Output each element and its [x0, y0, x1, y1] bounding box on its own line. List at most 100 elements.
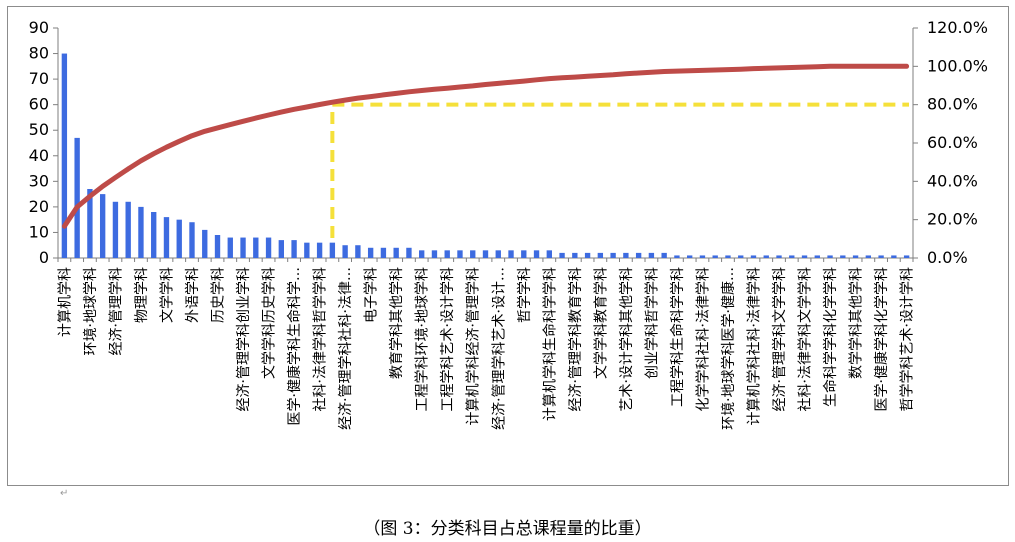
bar [508, 250, 514, 258]
bar [623, 252, 629, 258]
bar [87, 189, 93, 258]
bar [572, 252, 578, 258]
bar [316, 242, 323, 258]
line-layer [61, 63, 910, 229]
bar [406, 247, 412, 258]
left-tick-label: 80 [29, 44, 49, 63]
bar [74, 137, 80, 258]
bar [470, 250, 476, 258]
cumulative-percent-line [61, 63, 910, 229]
bar [189, 222, 195, 258]
category-label: 环境·地球学科医学·健康… [720, 267, 737, 430]
left-tick-label: 30 [29, 171, 49, 190]
bar [801, 255, 808, 258]
bar [827, 255, 833, 258]
bar [291, 240, 297, 258]
category-label: 哲学学科艺术·设计学科 [900, 267, 916, 411]
bar [840, 255, 846, 258]
bar [457, 250, 463, 258]
category-label: 历史学科 [211, 267, 227, 323]
bar [852, 255, 859, 258]
bar [648, 252, 655, 258]
bar [495, 250, 501, 258]
bar [419, 250, 425, 258]
category-label: 经济·管理学科文学学科 [772, 267, 788, 411]
bar [789, 255, 795, 258]
bar [99, 194, 106, 258]
category-label: 生命科学学科化学学科 [822, 267, 839, 407]
left-tick-label: 20 [29, 197, 49, 216]
bar [304, 242, 310, 258]
bar [814, 255, 820, 258]
category-label: 物理学科 [134, 267, 150, 323]
right-tick-label: 120.0% [927, 18, 988, 37]
left-tick-label: 0 [39, 248, 49, 267]
paragraph-mark: ↵ [60, 488, 69, 499]
bar [163, 217, 170, 258]
category-label: 文学学科教育学科 [593, 267, 609, 379]
bar [686, 255, 693, 258]
category-label: 环境·地球学科 [83, 267, 99, 355]
bar [521, 250, 527, 258]
bar [674, 255, 680, 258]
bar [712, 255, 718, 258]
axes-layer: 0 10 20 30 40 50 60 70 80 90 0.0% 20.0% 40.0% 60.0% 80… [29, 18, 988, 267]
bar [559, 252, 565, 258]
bar [903, 255, 910, 258]
right-tick-label: 0.0% [927, 248, 968, 267]
chart-frame: 0 10 20 30 40 50 60 70 80 90 0.0% 20.0% 40.0% 60.0% 80… [7, 6, 1009, 486]
category-label: 化学学科社科·法律学科 [695, 267, 711, 411]
bar [329, 242, 336, 258]
category-label: 经济·管理学科 [108, 267, 124, 355]
figure-caption: （图 3：分类科目占总课程量的比重） [363, 519, 652, 539]
bar [253, 237, 259, 258]
category-label: 计算机学科社科·法律学科 [746, 267, 762, 425]
bar [61, 53, 68, 258]
bar [431, 250, 438, 258]
category-label: 文学学科 [159, 267, 175, 323]
category-label: 外语学科 [185, 267, 201, 323]
bar [661, 252, 667, 258]
right-tick-label: 40.0% [927, 171, 978, 190]
bar [610, 252, 616, 258]
category-label: 经济·管理学科教育学科 [568, 267, 584, 411]
category-label: 计算机学科生命科学学科 [541, 267, 558, 421]
category-label: 社科·法律学科哲学学科 [313, 267, 329, 411]
bar [584, 252, 591, 258]
guide-layer [330, 102, 909, 238]
bar [265, 237, 272, 258]
bar [533, 250, 540, 258]
left-tick-label: 70 [29, 69, 49, 88]
bar [763, 255, 769, 258]
category-label: 艺术·设计学科其他学科 [619, 267, 635, 411]
bar [151, 212, 157, 258]
category-label: 工程学科艺术·设计学科 [440, 267, 456, 411]
category-label: 教育学科其他学科 [389, 267, 405, 379]
category-label: 工程学科环境·地球学科 [415, 267, 431, 411]
bar [138, 206, 144, 258]
labels-layer: 计算机学科 环境·地球学科 经济·管理学科 物理学科 文学学科 外语学科 历史学科 经济·管理… [57, 267, 915, 430]
category-label: 哲学学科 [517, 267, 533, 323]
bar [738, 255, 744, 258]
bar [214, 235, 221, 258]
bar [546, 250, 552, 258]
bars-layer [61, 53, 910, 258]
right-tick-label: 60.0% [927, 133, 978, 152]
category-label: 经济·管理学科艺术·设计… [491, 267, 507, 430]
bar [227, 237, 233, 258]
category-label: 文学学科历史学科 [262, 267, 278, 379]
bar [891, 255, 897, 258]
category-label: 医学·健康学科生命科学… [286, 267, 303, 425]
bar [393, 247, 399, 258]
bar [202, 229, 208, 258]
left-tick-label: 40 [29, 146, 49, 165]
right-tick-label: 100.0% [927, 56, 988, 75]
bar [380, 247, 387, 258]
right-tick-label: 80.0% [927, 95, 978, 114]
category-label: 经济·管理学科创业学科 [236, 267, 252, 411]
left-tick-label: 50 [29, 120, 49, 139]
category-label: 工程学科生命科学学科 [669, 267, 686, 407]
bar [725, 255, 731, 258]
bar [597, 252, 604, 258]
bar [750, 255, 757, 258]
